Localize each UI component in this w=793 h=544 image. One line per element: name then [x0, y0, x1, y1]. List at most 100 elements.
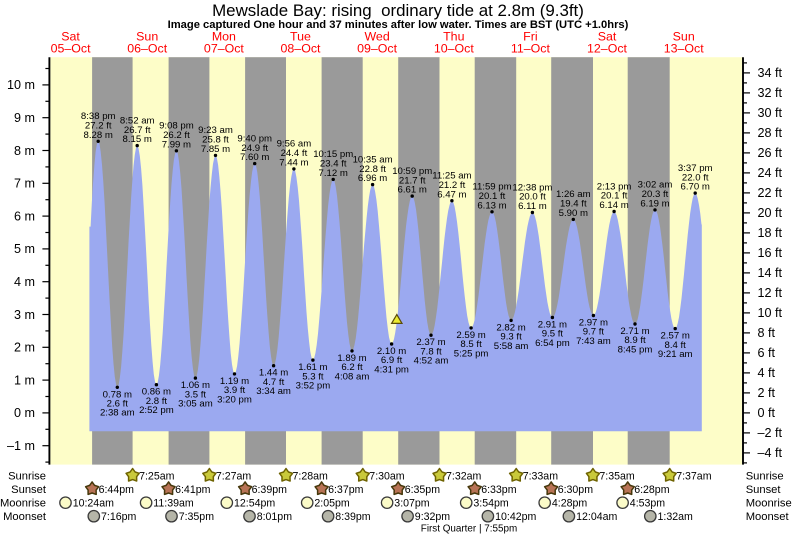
svg-text:11–Oct: 11–Oct [511, 42, 551, 56]
svg-text:0 m: 0 m [14, 406, 35, 420]
svg-text:10–Oct: 10–Oct [434, 42, 475, 56]
svg-text:8:39pm: 8:39pm [335, 511, 371, 523]
svg-text:3.9 ft: 3.9 ft [224, 385, 246, 396]
svg-text:23.4 ft: 23.4 ft [320, 159, 347, 170]
svg-text:7:16pm: 7:16pm [101, 511, 137, 523]
svg-text:Sat: Sat [598, 30, 617, 44]
svg-text:10:42pm: 10:42pm [495, 511, 536, 523]
svg-text:7:30am: 7:30am [369, 471, 405, 483]
svg-text:5 m: 5 m [14, 242, 35, 256]
svg-text:10:24am: 10:24am [73, 498, 114, 510]
svg-text:7:43 am: 7:43 am [576, 336, 611, 347]
svg-text:2:38 am: 2:38 am [100, 408, 135, 419]
svg-text:Moonrise: Moonrise [0, 498, 46, 510]
svg-text:First Quarter | 7:55pm: First Quarter | 7:55pm [421, 524, 517, 535]
svg-text:26.7 ft: 26.7 ft [124, 125, 151, 136]
svg-text:20 ft: 20 ft [758, 206, 783, 220]
svg-text:3:20 pm: 3:20 pm [217, 394, 252, 405]
svg-text:3:37 pm: 3:37 pm [678, 163, 713, 174]
svg-text:6 m: 6 m [14, 209, 35, 223]
svg-text:24 ft: 24 ft [758, 166, 783, 180]
svg-text:12 ft: 12 ft [758, 286, 783, 300]
svg-text:1:26 am: 1:26 am [556, 189, 591, 200]
svg-text:6.61 m: 6.61 m [398, 185, 427, 196]
svg-text:8:38 pm: 8:38 pm [81, 111, 116, 122]
svg-text:7:28am: 7:28am [293, 471, 329, 483]
svg-text:5.3 ft: 5.3 ft [302, 371, 324, 382]
svg-text:6:33pm: 6:33pm [481, 484, 517, 496]
svg-text:30 ft: 30 ft [758, 106, 783, 120]
svg-text:18 ft: 18 ft [758, 226, 783, 240]
svg-text:2:13 pm: 2:13 pm [597, 181, 632, 192]
svg-text:8.5 ft: 8.5 ft [460, 339, 482, 350]
svg-text:6.19 m: 6.19 m [640, 199, 669, 210]
svg-text:9.5 ft: 9.5 ft [542, 329, 564, 340]
svg-text:10 ft: 10 ft [758, 306, 783, 320]
svg-text:8 m: 8 m [14, 144, 35, 158]
svg-text:1 m: 1 m [14, 373, 35, 387]
svg-text:08–Oct: 08–Oct [281, 42, 322, 56]
svg-text:21.2 ft: 21.2 ft [439, 180, 466, 191]
svg-text:6:28pm: 6:28pm [634, 484, 670, 496]
svg-text:20.0 ft: 20.0 ft [519, 192, 546, 203]
svg-text:11:39am: 11:39am [153, 498, 194, 510]
svg-text:7:33am: 7:33am [523, 471, 559, 483]
svg-text:9:40 pm: 9:40 pm [237, 133, 272, 144]
svg-text:0 ft: 0 ft [758, 406, 776, 420]
svg-text:7:35am: 7:35am [599, 471, 635, 483]
svg-text:24.4 ft: 24.4 ft [281, 148, 308, 159]
svg-text:1.06 m: 1.06 m [181, 380, 210, 391]
svg-text:19.4 ft: 19.4 ft [560, 199, 587, 210]
svg-text:7:25am: 7:25am [139, 471, 175, 483]
svg-text:2 m: 2 m [14, 341, 35, 355]
svg-text:07–Oct: 07–Oct [204, 42, 245, 56]
svg-text:8:01pm: 8:01pm [257, 511, 293, 523]
svg-text:10:59 pm: 10:59 pm [392, 166, 432, 177]
svg-text:1:32am: 1:32am [658, 511, 694, 523]
svg-text:2.82 m: 2.82 m [496, 322, 525, 333]
svg-text:3:07pm: 3:07pm [394, 498, 430, 510]
svg-text:27.2 ft: 27.2 ft [85, 121, 112, 132]
svg-text:26 ft: 26 ft [758, 146, 783, 160]
svg-text:7:27am: 7:27am [216, 471, 252, 483]
svg-text:4 m: 4 m [14, 275, 35, 289]
svg-text:Sunrise: Sunrise [8, 471, 46, 483]
svg-text:20.1 ft: 20.1 ft [479, 191, 506, 202]
svg-text:8.28 m: 8.28 m [84, 130, 113, 141]
svg-text:2.10 m: 2.10 m [377, 346, 406, 357]
svg-text:Thu: Thu [443, 30, 464, 44]
svg-text:Image captured One hour and 37: Image captured One hour and 37 minutes a… [168, 19, 629, 31]
svg-text:2.37 m: 2.37 m [416, 337, 445, 348]
svg-text:8:45 pm: 8:45 pm [618, 344, 653, 355]
svg-text:6:37pm: 6:37pm [328, 484, 364, 496]
svg-text:13–Oct: 13–Oct [664, 42, 705, 56]
svg-text:8.4 ft: 8.4 ft [665, 340, 687, 351]
svg-text:7.12 m: 7.12 m [319, 168, 348, 179]
svg-text:25.8 ft: 25.8 ft [202, 135, 229, 146]
svg-text:6:35pm: 6:35pm [405, 484, 441, 496]
svg-text:9:32pm: 9:32pm [415, 511, 451, 523]
svg-text:4:28pm: 4:28pm [552, 498, 588, 510]
svg-text:3:54pm: 3:54pm [473, 498, 509, 510]
svg-text:Moonrise: Moonrise [746, 498, 792, 510]
svg-text:Sun: Sun [136, 30, 158, 44]
svg-text:12:04am: 12:04am [576, 511, 617, 523]
svg-text:12:38 pm: 12:38 pm [512, 182, 552, 193]
svg-text:Moonset: Moonset [746, 511, 790, 523]
svg-text:Sunset: Sunset [11, 484, 47, 496]
svg-text:6.14 m: 6.14 m [599, 200, 628, 211]
svg-text:9.3 ft: 9.3 ft [500, 332, 522, 343]
svg-text:6:44pm: 6:44pm [99, 484, 135, 496]
svg-text:Sunrise: Sunrise [746, 471, 784, 483]
svg-text:0.86 m: 0.86 m [142, 387, 171, 398]
svg-text:7 m: 7 m [14, 177, 35, 191]
svg-text:Moonset: Moonset [3, 511, 47, 523]
svg-text:6.2 ft: 6.2 ft [341, 362, 363, 373]
svg-text:34 ft: 34 ft [758, 66, 783, 80]
svg-text:9:56 am: 9:56 am [277, 139, 312, 150]
svg-text:10:15 pm: 10:15 pm [313, 149, 353, 160]
svg-text:2.8 ft: 2.8 ft [146, 396, 168, 407]
svg-text:4:08 am: 4:08 am [335, 371, 370, 382]
svg-text:5.90 m: 5.90 m [559, 208, 588, 219]
svg-text:16 ft: 16 ft [758, 246, 783, 260]
